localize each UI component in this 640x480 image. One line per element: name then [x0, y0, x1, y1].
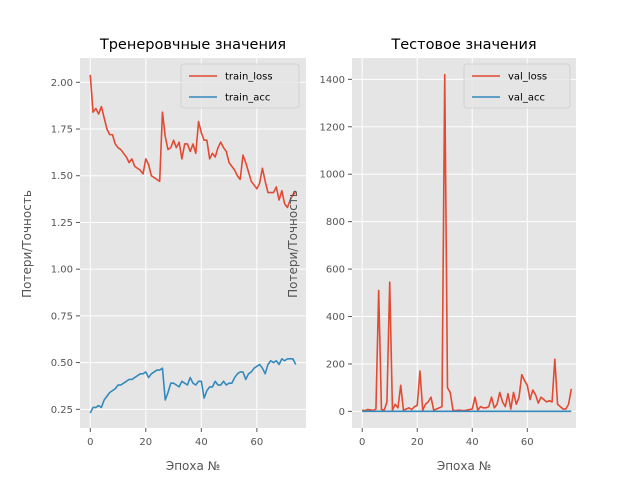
test-chart-title: Тестовое значения [390, 37, 536, 53]
training-chart-xtick-label: 40 [195, 437, 208, 448]
test-chart-legend-label: val_acc [508, 93, 545, 104]
test-chart-ytick-label: 0 [339, 407, 345, 418]
training-chart-xtick-label: 60 [250, 437, 263, 448]
training-chart-plot-area: 0 20 40 60 0.25 0.50 0.75 1.00 1.25 1.50 1.75 2.00 t… [51, 58, 306, 448]
test-chart-xtick-label: 0 [359, 437, 365, 448]
test-chart-xtick-label: 40 [466, 437, 479, 448]
training-chart-ytick-label: 2.00 [51, 78, 73, 89]
training-chart-ytick-label: 1.75 [51, 125, 73, 136]
training-chart-ytick-label: 0.25 [51, 405, 73, 416]
training-chart-ytick-label: 0.50 [51, 358, 73, 369]
training-chart-xtick-label: 0 [87, 437, 93, 448]
training-chart-xtick-label: 20 [139, 437, 152, 448]
test-chart-series-val-loss [362, 73, 573, 412]
training-chart-legend-label: train_loss [225, 72, 273, 83]
test-chart-legend: val_loss val_acc [463, 63, 571, 109]
training-chart-ytick-label: 1.50 [51, 171, 73, 182]
test-chart-ytick-label: 1000 [320, 170, 345, 181]
training-chart-ylabel: Потери/Точность [20, 190, 34, 298]
test-chart-ytick-label: 800 [326, 217, 345, 228]
training-chart-series-train-loss [89, 74, 297, 209]
test-chart-ytick-label: 400 [326, 312, 345, 323]
test-chart-ytick-label: 600 [326, 265, 345, 276]
test-chart-ytick-label: 1400 [320, 75, 345, 86]
test-chart-ytick-label: 1200 [320, 122, 345, 133]
training-chart-xlabel: Эпоха № [166, 459, 220, 473]
test-chart-xlabel: Эпоха № [437, 459, 491, 473]
test-chart-xtick-label: 60 [521, 437, 534, 448]
training-chart-legend-label: train_acc [225, 93, 270, 104]
training-chart: 0 20 40 60 0.25 0.50 0.75 1.00 1.25 1.50 1.75 2.00 t… [20, 37, 306, 473]
training-chart-background [80, 58, 306, 428]
test-chart-legend-label: val_loss [508, 72, 547, 83]
test-chart-xtick-label: 20 [411, 437, 424, 448]
training-chart-series-train-acc [89, 358, 297, 414]
training-chart-ytick-label: 0.75 [51, 311, 73, 322]
test-chart-background [352, 58, 576, 428]
test-chart-ytick-label: 200 [326, 359, 345, 370]
training-chart-legend: train_loss train_acc [180, 63, 300, 109]
test-chart-ylabel: Потери/Точность [286, 190, 300, 298]
training-chart-ytick-label: 1.25 [51, 218, 73, 229]
training-chart-ytick-label: 1.00 [51, 265, 73, 276]
training-chart-title: Тренеровчные значения [99, 37, 286, 53]
